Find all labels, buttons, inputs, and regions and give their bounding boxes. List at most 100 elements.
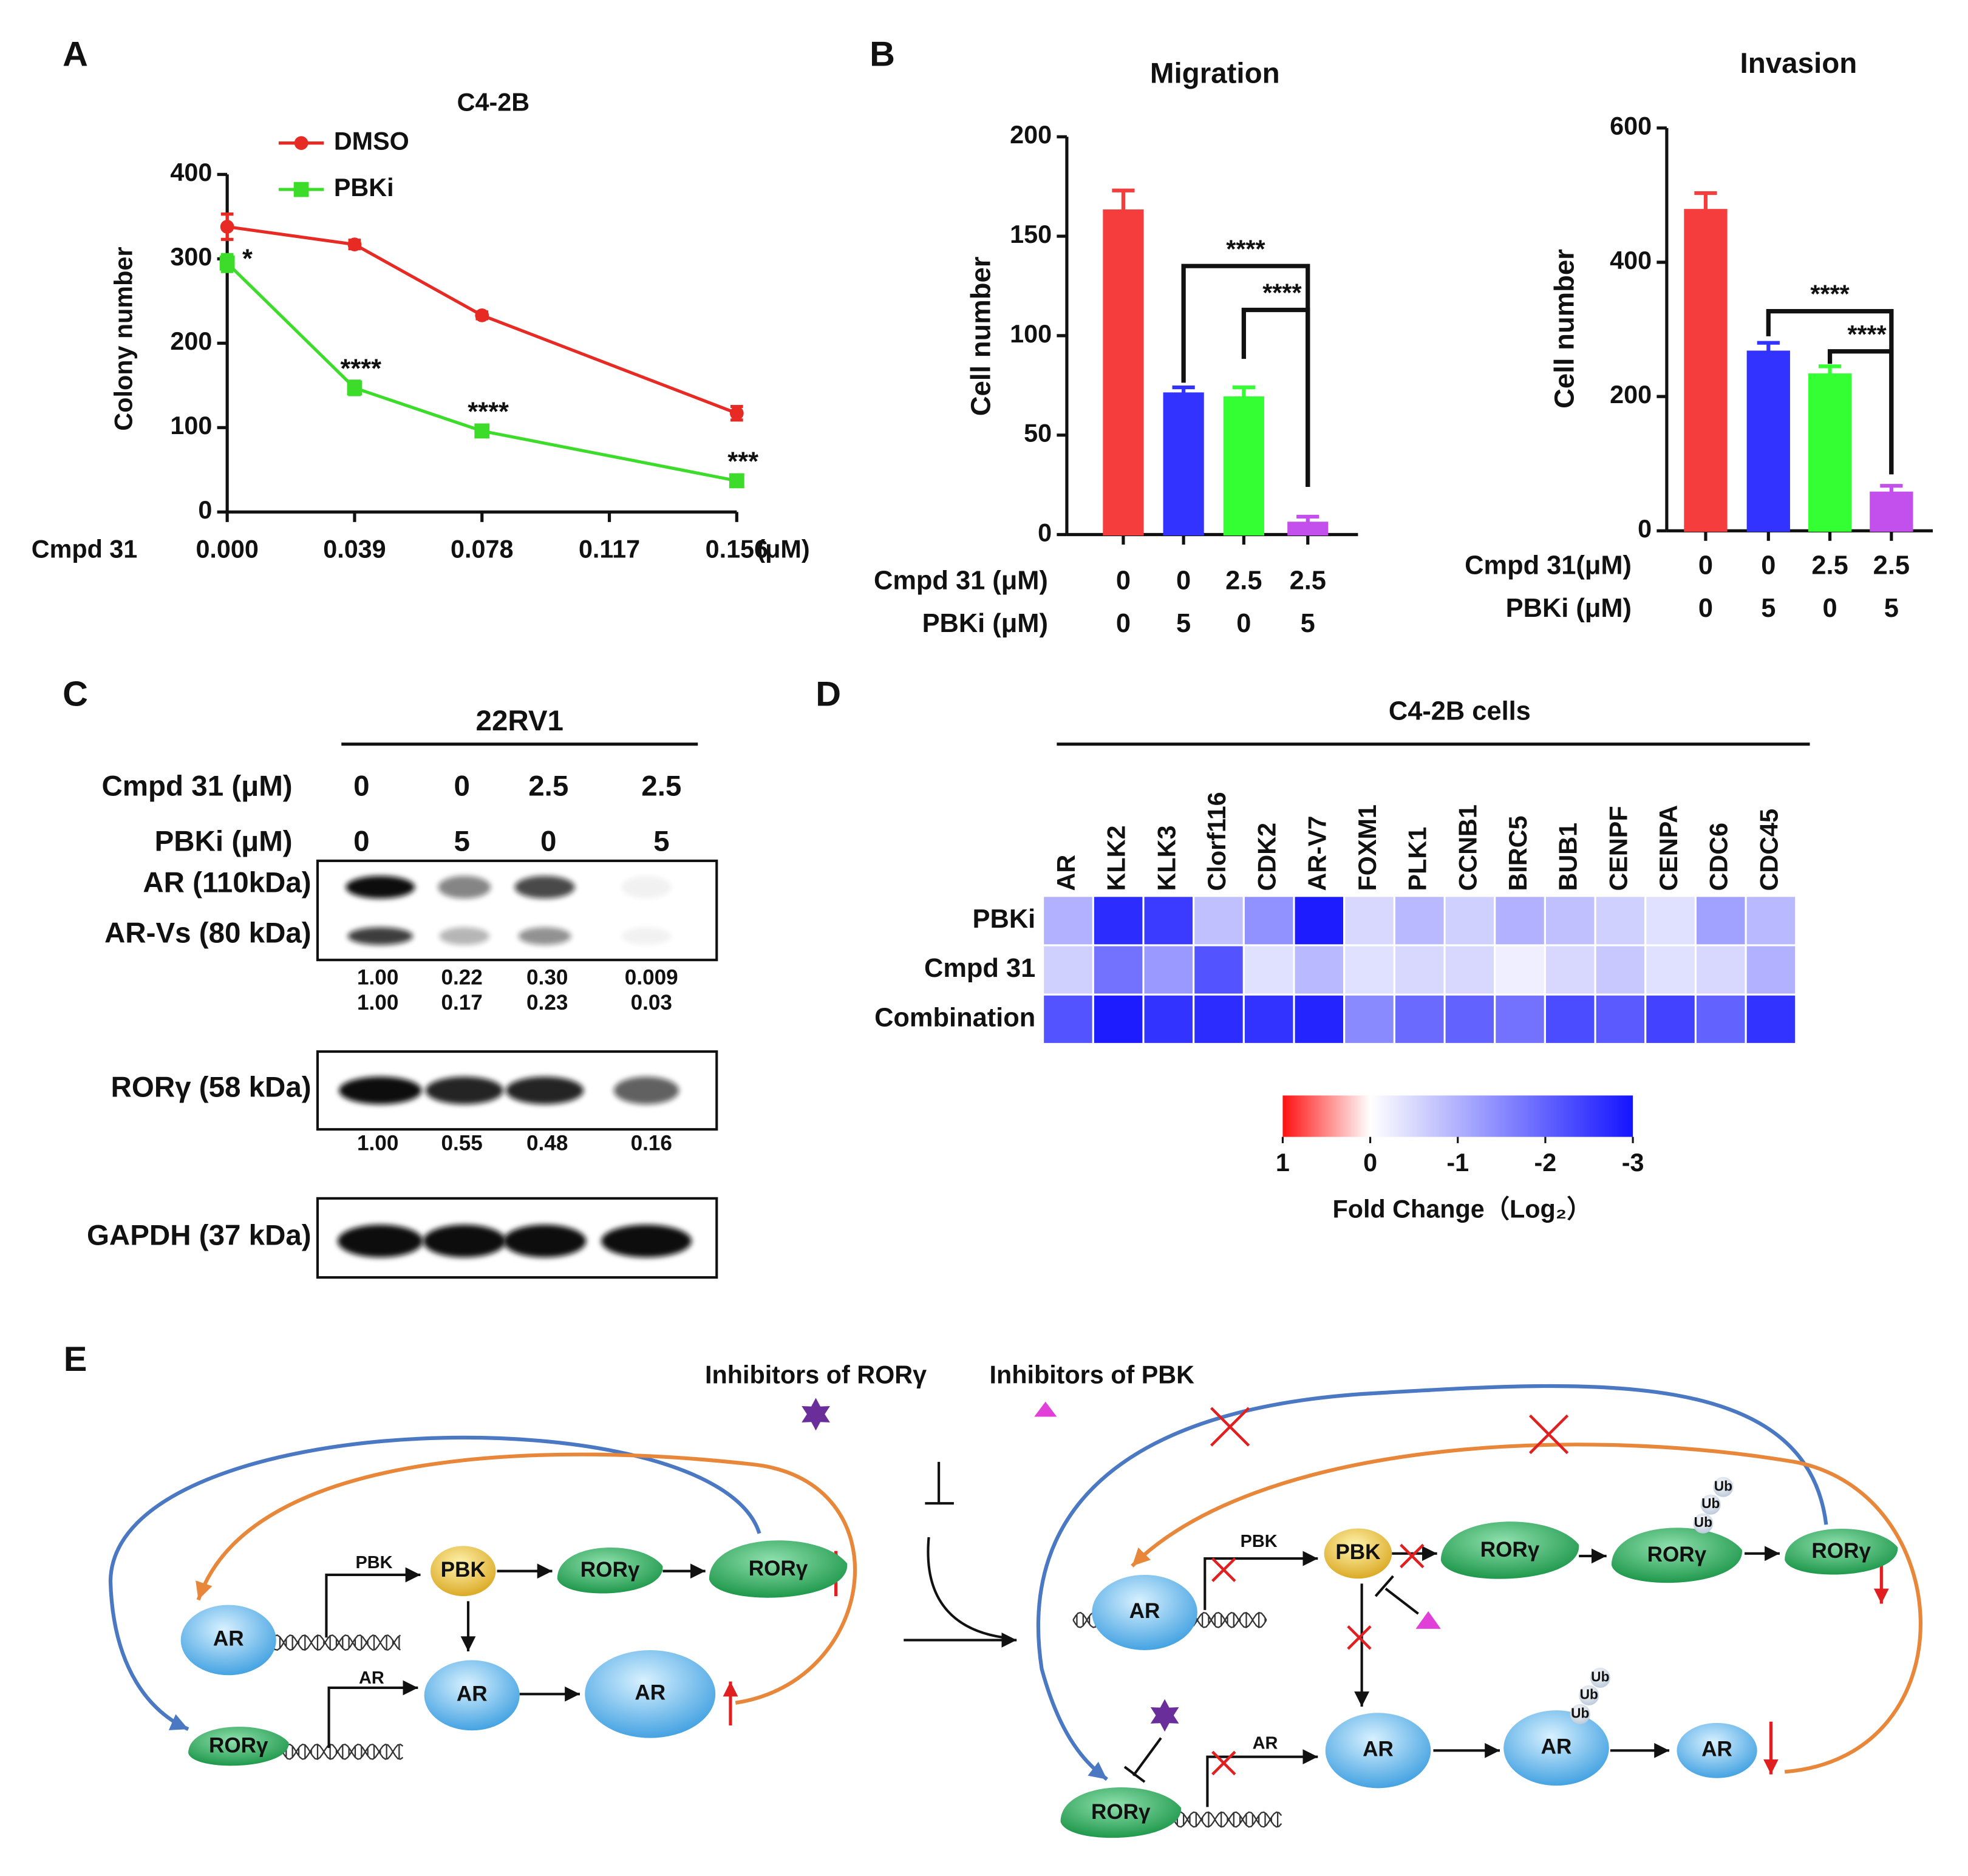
protein-label: RORγ xyxy=(581,1558,640,1582)
column-label: CDC6 xyxy=(1705,823,1733,891)
error-bar xyxy=(1694,191,1717,210)
protein-label: AR xyxy=(1701,1738,1732,1761)
blot-band xyxy=(601,1225,692,1258)
y-tick-label: 200 xyxy=(170,327,212,355)
quantification: 1.00 xyxy=(357,991,398,1014)
significance-label: **** xyxy=(1847,321,1887,348)
ubiquitin-label: Ub xyxy=(1571,1705,1589,1721)
heatmap-cell xyxy=(1042,895,1094,946)
condition-value: 0 xyxy=(1176,566,1191,596)
column-label: BUB1 xyxy=(1554,823,1582,891)
blot-band xyxy=(506,1076,584,1104)
heatmap-cell xyxy=(1242,895,1295,946)
colorbar-tick-label: -2 xyxy=(1534,1149,1557,1177)
protein-label: RORγ xyxy=(1480,1538,1540,1562)
column-label: CENPF xyxy=(1604,806,1632,891)
arrow xyxy=(1123,1737,1162,1783)
significance-label: **** xyxy=(468,397,509,426)
condition-value: 2.5 xyxy=(1225,566,1262,596)
condition-value: 0 xyxy=(454,770,469,803)
quantification: 0.30 xyxy=(526,965,568,989)
protein-node xyxy=(1503,1710,1609,1786)
ubiquitin-label: Ub xyxy=(1694,1514,1712,1530)
bar xyxy=(1163,392,1204,536)
arrow xyxy=(1036,1384,1828,1781)
condition-value: 2.5 xyxy=(528,770,568,803)
legend-marker xyxy=(294,136,308,150)
block-mark xyxy=(1211,1557,1236,1582)
condition-value: 0 xyxy=(1116,609,1131,638)
heatmap-cell xyxy=(1092,993,1145,1045)
x-tick-label: 0.039 xyxy=(323,535,386,563)
heatmap-cell xyxy=(1393,944,1446,996)
y-tick-label: 0 xyxy=(1638,515,1652,543)
y-tick-label: 100 xyxy=(1010,320,1052,348)
band-label: AR (110kDa) xyxy=(143,867,311,899)
data-point xyxy=(474,423,490,439)
heatmap-cell xyxy=(1644,895,1697,946)
colorbar-tick-label: 1 xyxy=(1276,1149,1290,1177)
blot-band xyxy=(621,875,672,899)
band-label: AR-Vs (80 kDa) xyxy=(104,917,312,949)
protein-label: AR xyxy=(1363,1738,1394,1761)
x-tick-label: 0.156 xyxy=(706,535,768,563)
quantification: 0.17 xyxy=(441,991,482,1014)
error-bar xyxy=(1112,188,1135,211)
error-bar xyxy=(1232,385,1255,398)
gene-label: PBK xyxy=(1241,1532,1278,1551)
heatmap-cell xyxy=(1293,993,1346,1045)
dna xyxy=(1173,1811,1282,1828)
error-bar xyxy=(1172,385,1195,393)
heatmap-cell xyxy=(1644,993,1697,1045)
dna xyxy=(282,1743,404,1760)
protein-label: RORγ xyxy=(1811,1539,1871,1563)
block-mark xyxy=(1528,1414,1569,1455)
error-bar xyxy=(1818,364,1842,375)
condition-value: 0 xyxy=(540,826,556,858)
colorbar-tick-label: 0 xyxy=(1363,1149,1377,1177)
heatmap-cell xyxy=(1092,944,1145,996)
blot-band xyxy=(514,875,575,899)
condition-value: 5 xyxy=(1176,609,1191,638)
column-label: AR-V7 xyxy=(1303,815,1331,891)
chart-title: Migration xyxy=(1150,58,1280,90)
protein-node xyxy=(557,1547,663,1594)
heatmap-cell xyxy=(1544,944,1596,996)
condition-value: 0 xyxy=(353,770,369,803)
condition-value: 2.5 xyxy=(641,770,681,803)
arrow xyxy=(927,1537,1004,1639)
colorbar-tick-label: -1 xyxy=(1446,1149,1469,1177)
condition-value: 5 xyxy=(1884,594,1899,623)
legend-label: PBKi xyxy=(334,174,394,202)
blot-band xyxy=(425,1076,503,1104)
protein-label: PBK xyxy=(1335,1540,1381,1564)
arrow xyxy=(108,1435,761,1732)
blot-band xyxy=(338,1225,423,1258)
condition-value: 0 xyxy=(1116,566,1131,596)
quantification: 0.48 xyxy=(526,1131,568,1155)
heatmap-cell xyxy=(1343,895,1395,946)
column-label: Clorf116 xyxy=(1203,792,1231,891)
heatmap-cell xyxy=(1393,993,1446,1045)
panel-label: C xyxy=(63,675,88,713)
inhibitor-icon xyxy=(1150,1699,1179,1732)
condition-value: 5 xyxy=(653,826,669,858)
condition-value: 5 xyxy=(1761,594,1776,623)
heatmap-cell xyxy=(1443,895,1496,946)
ubiquitin xyxy=(1700,1494,1721,1515)
data-point xyxy=(475,308,489,322)
heatmap-cell xyxy=(1494,944,1546,996)
heatmap-cell xyxy=(1745,895,1797,946)
bar xyxy=(1287,522,1329,536)
heatmap-cell xyxy=(1042,944,1094,996)
legend-label: DMSO xyxy=(334,127,409,155)
heatmap-cell xyxy=(1142,944,1195,996)
quantification: 0.22 xyxy=(441,965,482,989)
protein-node xyxy=(1325,1713,1431,1789)
error-bar xyxy=(1296,514,1319,523)
condition-label: PBKi (μM) xyxy=(1506,594,1632,623)
blot-band xyxy=(438,875,491,899)
heatmap-cell xyxy=(1042,993,1094,1045)
condition-value: 0 xyxy=(1698,551,1713,580)
